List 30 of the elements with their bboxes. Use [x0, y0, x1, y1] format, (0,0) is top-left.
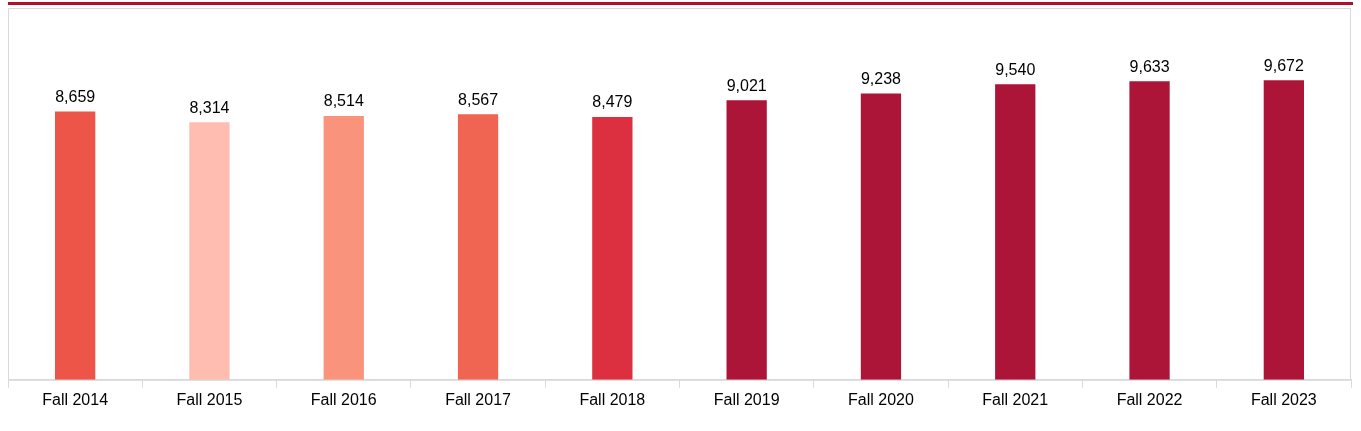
bar	[323, 116, 364, 380]
x-tick-label: Fall 2023	[1250, 390, 1317, 408]
x-tick-label: Fall 2022	[1116, 390, 1183, 408]
x-tick-label: Fall 2021	[982, 390, 1049, 408]
data-label: 9,238	[860, 69, 902, 87]
bar	[1129, 81, 1170, 380]
x-tick-label: Fall 2018	[579, 390, 646, 408]
data-label: 9,672	[1263, 56, 1304, 74]
x-tick-label: Fall 2019	[713, 390, 780, 408]
bar	[860, 93, 902, 380]
bar	[1263, 80, 1304, 380]
x-tick-label: Fall 2017	[445, 390, 512, 408]
x-tick-label: Fall 2015	[176, 390, 243, 408]
bar	[592, 117, 633, 380]
bar	[995, 84, 1036, 380]
bar	[189, 122, 230, 380]
x-tick-label: Fall 2020	[848, 390, 914, 408]
data-label: 8,479	[592, 93, 633, 111]
data-label: 9,633	[1129, 57, 1170, 75]
data-label: 9,540	[995, 60, 1036, 78]
bar	[457, 114, 499, 380]
data-label: 8,659	[55, 87, 96, 105]
data-label: 8,567	[458, 90, 499, 108]
x-tick-label: Fall 2016	[310, 390, 377, 408]
bar	[55, 111, 96, 380]
x-tick-label: Fall 2014	[42, 390, 109, 408]
data-label: 8,514	[323, 92, 364, 110]
bar	[726, 100, 767, 380]
data-label: 8,314	[189, 98, 230, 116]
data-label: 9,021	[726, 76, 767, 94]
